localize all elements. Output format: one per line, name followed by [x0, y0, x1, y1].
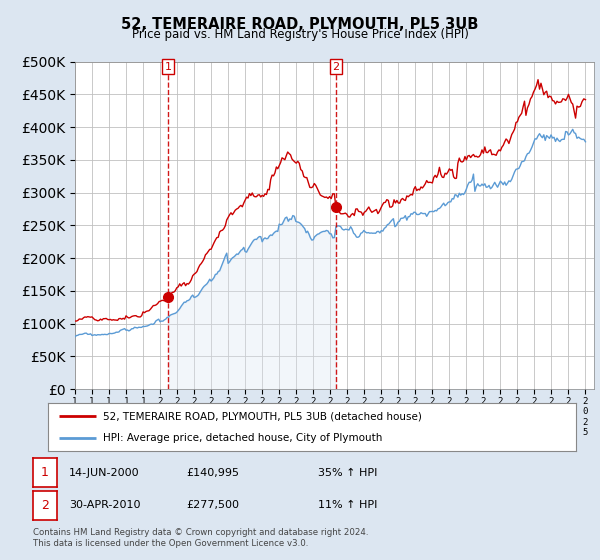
Text: 2: 2	[41, 498, 49, 512]
Text: 30-APR-2010: 30-APR-2010	[69, 500, 140, 510]
Text: Contains HM Land Registry data © Crown copyright and database right 2024.
This d: Contains HM Land Registry data © Crown c…	[33, 528, 368, 548]
Text: 14-JUN-2000: 14-JUN-2000	[69, 468, 140, 478]
Text: £140,995: £140,995	[186, 468, 239, 478]
Text: 52, TEMERAIRE ROAD, PLYMOUTH, PL5 3UB: 52, TEMERAIRE ROAD, PLYMOUTH, PL5 3UB	[121, 17, 479, 32]
Text: 52, TEMERAIRE ROAD, PLYMOUTH, PL5 3UB (detached house): 52, TEMERAIRE ROAD, PLYMOUTH, PL5 3UB (d…	[103, 411, 422, 421]
Text: £277,500: £277,500	[186, 500, 239, 510]
Text: 11% ↑ HPI: 11% ↑ HPI	[318, 500, 377, 510]
Text: 1: 1	[164, 62, 172, 72]
Text: 1: 1	[41, 466, 49, 479]
Text: 2: 2	[332, 62, 340, 72]
Text: 35% ↑ HPI: 35% ↑ HPI	[318, 468, 377, 478]
Text: Price paid vs. HM Land Registry's House Price Index (HPI): Price paid vs. HM Land Registry's House …	[131, 28, 469, 41]
Text: HPI: Average price, detached house, City of Plymouth: HPI: Average price, detached house, City…	[103, 433, 383, 443]
